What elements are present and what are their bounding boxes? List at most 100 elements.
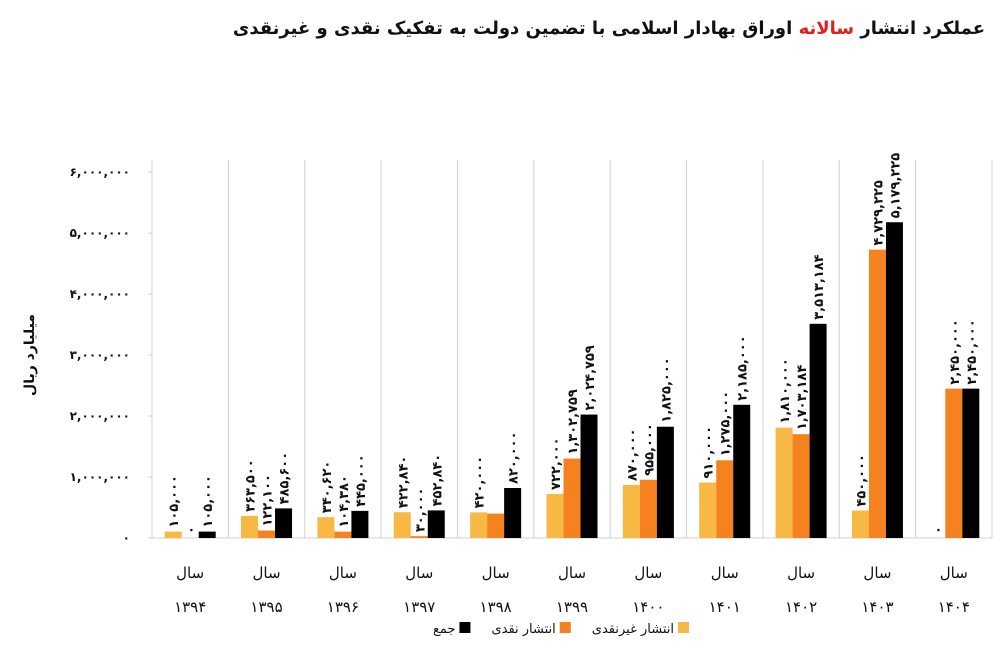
data-label: ۱۰۴,۳۸۰ — [337, 475, 352, 528]
data-label: ۱۰۵,۰۰۰ — [201, 475, 216, 528]
title-part: اوراق بهادار اسلامی با تضمین دولت به تفک… — [233, 18, 792, 39]
legend-swatch — [459, 622, 471, 633]
bar — [334, 531, 352, 538]
bar — [699, 482, 717, 538]
title-highlight: سالانه — [799, 18, 855, 39]
bar — [504, 488, 522, 538]
bar — [868, 249, 886, 538]
x-tick-prefix: سال — [711, 564, 739, 582]
data-label: ۴۲۲,۸۴۰ — [396, 456, 411, 509]
bar — [258, 530, 276, 538]
data-label: ۳,۵۱۳,۱۸۴ — [812, 254, 827, 319]
bar — [164, 531, 182, 538]
bar — [563, 458, 581, 538]
y-tick-label: ۲,۰۰۰,۰۰۰ — [70, 409, 130, 423]
x-tick-label: ۱۳۹۷ — [403, 598, 435, 616]
y-tick-label: ۴,۰۰۰,۰۰۰ — [70, 287, 130, 301]
bar — [775, 427, 793, 538]
x-tick-prefix: سال — [405, 564, 433, 582]
bar — [716, 460, 734, 538]
legend-label: انتشار نقدی — [491, 622, 555, 637]
data-label: ۹۱۰,۰۰۰ — [702, 426, 717, 479]
bar — [487, 513, 505, 538]
y-tick-label: ۶,۰۰۰,۰۰۰ — [70, 165, 130, 179]
bar — [622, 484, 640, 538]
bar — [275, 508, 293, 538]
legend-label: جمع — [433, 622, 455, 637]
x-tick-prefix: سال — [634, 564, 662, 582]
data-label: ۰ — [184, 526, 199, 534]
y-tick-label: ۳,۰۰۰,۰۰۰ — [70, 348, 130, 362]
y-tick-label: ۱,۰۰۰,۰۰۰ — [70, 470, 130, 484]
bar — [410, 536, 428, 538]
data-label: ۱,۸۱۰,۰۰۰ — [778, 358, 793, 423]
legend-swatch — [559, 622, 571, 633]
bar — [885, 222, 903, 538]
data-label: ۱,۸۲۵,۰۰۰ — [659, 357, 674, 422]
x-tick-prefix: سال — [940, 564, 968, 582]
bar — [351, 510, 369, 538]
bar — [851, 510, 869, 538]
y-axis-label: میلیارد ریال — [22, 314, 38, 396]
data-label: ۳۰,۰۰۰ — [413, 488, 428, 533]
x-tick-prefix: سال — [482, 564, 510, 582]
data-label: ۹۵۵,۰۰۰ — [642, 423, 657, 476]
x-tick-prefix: سال — [176, 564, 204, 582]
bar — [809, 323, 827, 538]
bar — [470, 512, 488, 538]
x-tick-prefix: سال — [329, 564, 357, 582]
title-part: عملکرد انتشار — [859, 18, 985, 39]
y-tick-label: ۰ — [123, 531, 130, 545]
y-tick-label: ۵,۰۰۰,۰۰۰ — [70, 226, 130, 240]
data-label: ۴۸۵,۶۰۰ — [278, 452, 293, 505]
chart-title: عملکرد انتشار سالانه اوراق بهادار اسلامی… — [233, 18, 985, 39]
data-label: ۴۴۵,۰۰۰ — [354, 454, 369, 507]
data-label: ۱,۳۰۲,۷۵۹ — [566, 389, 581, 454]
x-tick-prefix: سال — [863, 564, 891, 582]
data-label: ۱۲۲,۱۰۰ — [261, 474, 276, 527]
bar — [198, 531, 216, 538]
data-label: ۵,۱۷۹,۲۲۵ — [888, 153, 903, 218]
data-label: ۱۰۵,۰۰۰ — [167, 475, 182, 528]
data-label: ۲,۴۵۰,۰۰۰ — [965, 319, 980, 384]
data-label: ۱,۷۰۳,۱۸۴ — [795, 365, 810, 430]
legend-swatch — [678, 622, 689, 633]
x-tick-prefix: سال — [787, 564, 815, 582]
bar — [792, 434, 810, 538]
data-label: ۲,۰۲۴,۷۵۹ — [583, 345, 598, 410]
x-tick-label: ۱۳۹۶ — [327, 598, 359, 616]
legend-label: انتشار غیرنقدی — [592, 622, 674, 637]
data-label: ۴۲۰,۰۰۰ — [473, 456, 488, 509]
data-label: ۰ — [931, 526, 946, 534]
bar — [639, 479, 657, 538]
bar — [945, 388, 963, 538]
x-tick-label: ۱۴۰۲ — [785, 598, 817, 616]
bar — [580, 414, 598, 538]
bar — [546, 493, 564, 538]
data-label: ۴۵۲,۸۴۰ — [430, 454, 445, 507]
bar — [317, 517, 335, 538]
x-tick-prefix: سال — [558, 564, 586, 582]
bar — [733, 404, 751, 538]
bar — [241, 515, 259, 538]
data-label: ۱,۲۷۵,۰۰۰ — [719, 391, 734, 456]
bar — [427, 510, 445, 538]
x-tick-label: ۱۳۹۹ — [556, 598, 588, 616]
bar — [962, 388, 980, 538]
x-tick-prefix: سال — [253, 564, 281, 582]
bar — [656, 426, 674, 538]
x-tick-label: ۱۴۰۰ — [632, 598, 664, 616]
data-label: ۲,۴۵۰,۰۰۰ — [948, 319, 963, 384]
x-tick-label: ۱۴۰۱ — [709, 598, 741, 616]
x-tick-label: ۱۴۰۳ — [861, 598, 893, 616]
x-tick-label: ۱۳۹۵ — [250, 598, 282, 616]
data-label: ۷۲۲,۰۰۰ — [549, 437, 564, 490]
data-label: ۳۴۰,۶۲۰ — [320, 461, 335, 514]
x-tick-label: ۱۳۹۴ — [174, 598, 206, 616]
data-label: ۲,۱۸۵,۰۰۰ — [736, 335, 751, 400]
x-tick-label: ۱۳۹۸ — [480, 598, 512, 616]
x-tick-label: ۱۴۰۴ — [938, 598, 970, 616]
data-label: ۸۷۰,۰۰۰ — [625, 428, 640, 481]
data-label: ۴,۷۲۹,۲۲۵ — [871, 180, 886, 245]
